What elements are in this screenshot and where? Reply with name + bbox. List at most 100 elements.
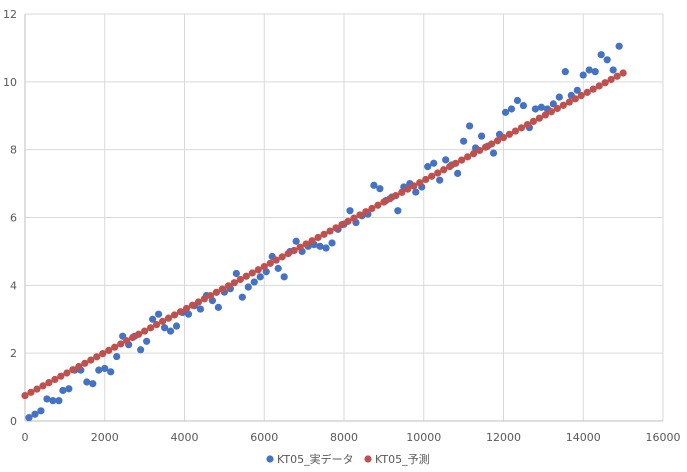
actual-data-point <box>585 66 593 74</box>
predicted-data-point <box>99 350 107 358</box>
y-tick-label: 6 <box>10 212 17 225</box>
predicted-data-point <box>338 221 346 229</box>
actual-data-point <box>43 395 51 403</box>
predicted-data-point <box>111 343 119 351</box>
predicted-data-point <box>105 346 113 355</box>
actual-data-point <box>59 386 67 395</box>
x-tick-label: 16000 <box>646 431 681 444</box>
predicted-data-point <box>224 282 232 290</box>
actual-data-point <box>573 86 581 94</box>
legend-label: KT05_予測 <box>375 452 430 466</box>
predicted-data-point <box>344 217 352 225</box>
predicted-data-point <box>559 101 567 109</box>
x-tick-label: 2000 <box>91 431 119 444</box>
predicted-data-point <box>278 253 286 261</box>
predicted-data-point <box>93 353 101 361</box>
predicted-data-point <box>440 166 448 174</box>
legend-marker <box>266 455 274 463</box>
actual-data-point <box>579 71 587 79</box>
predicted-data-point <box>200 295 209 303</box>
actual-data-point <box>454 169 462 178</box>
predicted-data-point <box>583 88 591 96</box>
predicted-data-point <box>236 275 244 284</box>
actual-data-point <box>274 264 282 272</box>
y-tick-label: 12 <box>3 8 17 21</box>
predicted-data-point <box>434 169 442 177</box>
actual-data-point <box>214 303 222 311</box>
predicted-data-point <box>27 388 35 396</box>
actual-data-point <box>519 101 528 110</box>
actual-data-point <box>280 273 288 281</box>
predicted-data-point <box>314 233 322 242</box>
predicted-data-point <box>607 75 615 84</box>
gridlines <box>25 13 664 421</box>
predicted-data-point <box>135 330 143 338</box>
predicted-data-point <box>416 179 424 187</box>
actual-data-point <box>244 283 252 291</box>
predicted-data-point <box>571 95 579 103</box>
actual-data-point <box>346 207 354 215</box>
predicted-data-point <box>206 291 215 300</box>
predicted-data-point <box>212 288 220 296</box>
predicted-data-point <box>487 140 496 148</box>
y-tick-label: 0 <box>10 415 17 428</box>
actual-data-point <box>513 96 522 105</box>
legend-marker <box>364 455 372 463</box>
predicted-data-point <box>541 111 549 119</box>
x-tick-label: 8000 <box>330 431 358 444</box>
axes <box>24 14 663 422</box>
predicted-data-point <box>481 143 490 151</box>
predicted-data-point <box>51 375 59 384</box>
predicted-data-point <box>398 188 406 196</box>
actual-data-point <box>154 310 163 318</box>
actual-data-point <box>370 181 378 189</box>
predicted-data-point <box>475 146 484 155</box>
actual-data-point <box>101 364 109 373</box>
actual-data-point <box>65 385 73 393</box>
actual-data-point <box>531 105 540 113</box>
x-tick-label: 12000 <box>486 431 521 444</box>
predicted-data-point <box>517 124 526 132</box>
predicted-data-point <box>386 195 394 203</box>
predicted-data-point <box>350 214 358 222</box>
actual-data-point <box>160 324 169 332</box>
predicted-data-point <box>505 130 514 138</box>
actual-data-point <box>107 368 115 376</box>
x-tick-label: 0 <box>22 431 29 444</box>
actual-data-point <box>149 315 157 323</box>
predicted-data-point <box>302 240 310 248</box>
legend: KT05_実データ KT05_予測 <box>266 452 430 466</box>
actual-data-point <box>55 397 63 405</box>
actual-data-point <box>113 352 121 361</box>
actual-data-point <box>460 137 468 145</box>
actual-data-point <box>232 269 240 278</box>
y-tick-label: 8 <box>10 144 17 157</box>
predicted-data-point <box>242 272 250 280</box>
predicted-data-point <box>565 98 573 106</box>
predicted-data-point <box>362 208 370 216</box>
actual-data-point <box>25 414 33 422</box>
predicted-data-point <box>39 382 47 390</box>
predicted-data-point <box>601 79 609 87</box>
predicted-data-point <box>458 156 466 164</box>
predicted-data-point <box>230 279 238 287</box>
actual-data-point <box>31 410 39 418</box>
predicted-data-point <box>332 224 340 232</box>
actual-data-point <box>436 176 444 184</box>
predicted-data-point <box>170 311 179 319</box>
predicted-data-point <box>266 259 274 267</box>
predicted-data-point <box>129 333 137 342</box>
actual-data-point <box>597 51 605 59</box>
actual-data-point <box>591 68 599 76</box>
tick-labels: 0 2000 4000 6000 8000 10000 12000 14000 16000 0 2 4… <box>3 8 681 444</box>
x-tick-label: 10000 <box>406 431 441 444</box>
predicted-data-point <box>619 69 627 77</box>
predicted-data-point <box>63 369 71 377</box>
actual-data-point <box>489 149 498 157</box>
predicted-data-point <box>422 175 430 184</box>
predicted-data-point <box>464 153 472 161</box>
predicted-data-point <box>320 230 328 238</box>
predicted-data-point <box>380 198 388 206</box>
actual-data-point <box>507 105 516 113</box>
